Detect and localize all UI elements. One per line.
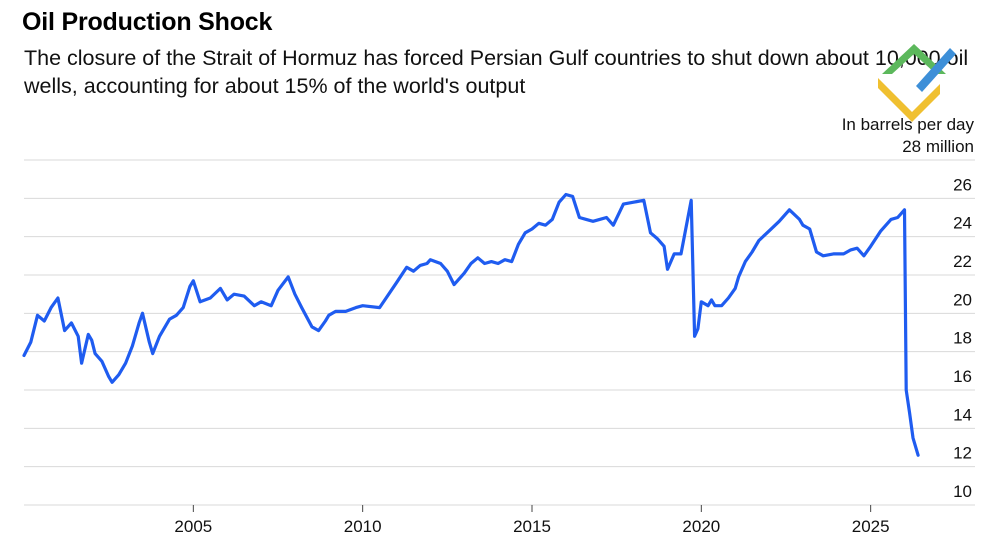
logo-green-chevron <box>882 44 946 74</box>
gridlines <box>24 159 975 506</box>
y-tick-label: 26 <box>953 175 972 194</box>
x-tick-label: 2025 <box>852 517 890 536</box>
unit-label-line2: 28 million <box>902 137 974 156</box>
series-line <box>22 192 920 457</box>
diamond-arrow-logo-icon <box>878 44 956 122</box>
y-tick-label: 24 <box>953 214 972 233</box>
y-tick-label: 12 <box>953 444 972 463</box>
y-tick-label: 22 <box>953 252 972 271</box>
x-tick-label: 2005 <box>174 517 212 536</box>
y-axis-ticks: 10 12 14 16 18 20 22 24 26 <box>953 175 972 501</box>
chart-title: Oil Production Shock <box>22 8 273 36</box>
y-tick-label: 18 <box>953 329 972 348</box>
logo-yellow-chevron <box>878 78 940 122</box>
y-tick-label: 14 <box>953 405 972 424</box>
x-tick-label: 2020 <box>682 517 720 536</box>
chart-subtitle: The closure of the Strait of Hormuz has … <box>24 46 969 98</box>
unit-label-line1: In barrels per day <box>841 115 974 134</box>
x-axis-ticks: 2005 2010 2015 2020 2025 <box>174 505 890 536</box>
x-tick-label: 2010 <box>344 517 382 536</box>
logo-blue-arrow <box>916 48 956 92</box>
y-tick-label: 16 <box>953 367 972 386</box>
y-tick-label: 20 <box>953 290 972 309</box>
x-tick-label: 2015 <box>513 517 551 536</box>
y-tick-label: 10 <box>953 482 972 501</box>
unit-label: In barrels per day 28 million <box>842 114 974 158</box>
